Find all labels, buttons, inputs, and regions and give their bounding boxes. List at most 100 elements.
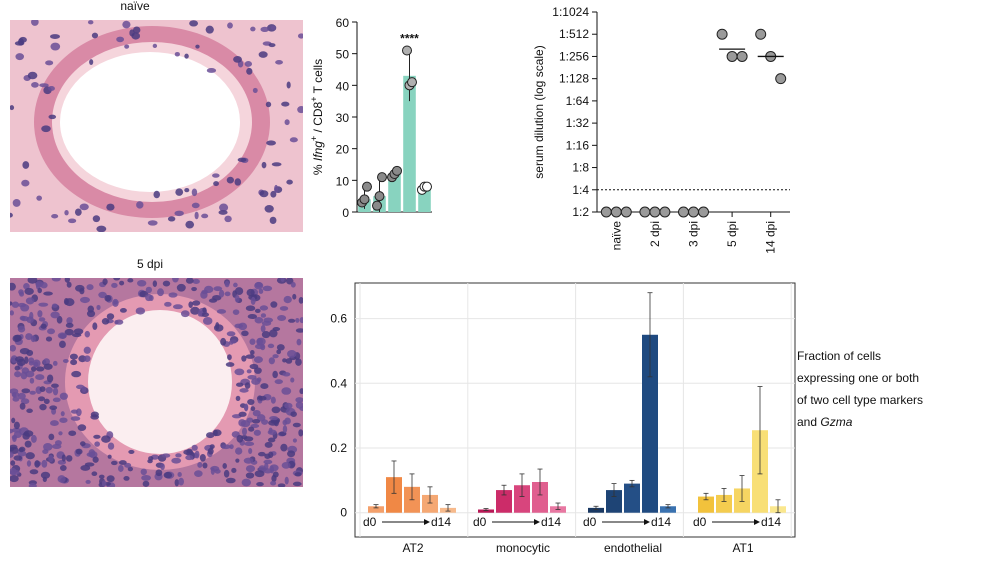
nucleus xyxy=(59,465,67,472)
nucleus xyxy=(50,420,59,427)
nucleus xyxy=(19,291,25,297)
nucleus xyxy=(261,419,269,425)
nucleus xyxy=(259,305,269,311)
nucleus xyxy=(124,44,130,49)
nucleus xyxy=(235,287,244,296)
nucleus xyxy=(226,331,236,337)
nucleus xyxy=(261,331,271,339)
group-end-label: d14 xyxy=(541,515,561,529)
nucleus xyxy=(185,220,195,229)
nucleus xyxy=(225,362,235,367)
nucleus xyxy=(15,53,24,61)
point xyxy=(698,206,709,218)
nucleus xyxy=(96,225,107,232)
point xyxy=(716,28,728,40)
nucleus xyxy=(31,82,39,88)
point xyxy=(377,172,387,183)
y-tick-label: 10 xyxy=(336,174,350,188)
nucleus xyxy=(202,462,208,469)
nucleus xyxy=(74,208,82,216)
nucleus xyxy=(218,210,228,215)
nucleus xyxy=(299,406,303,411)
nucleus xyxy=(236,382,244,387)
bar xyxy=(532,481,548,513)
nucleus xyxy=(68,430,77,436)
nucleus xyxy=(152,43,158,49)
nucleus xyxy=(221,444,231,450)
bar xyxy=(624,483,640,513)
nucleus xyxy=(274,184,279,193)
nucleus xyxy=(43,442,53,451)
x-tick-label: AT1 xyxy=(732,541,753,555)
panel-label: 5 dpi xyxy=(137,257,163,271)
nucleus xyxy=(183,449,194,455)
point xyxy=(372,200,382,211)
nucleus xyxy=(201,213,209,219)
nucleus xyxy=(31,434,37,443)
nucleus xyxy=(224,291,231,297)
nucleus xyxy=(107,442,115,450)
nucleus xyxy=(295,317,300,323)
nucleus xyxy=(36,195,42,201)
point xyxy=(374,191,385,202)
point xyxy=(407,77,417,88)
nucleus xyxy=(10,355,18,363)
bar xyxy=(514,485,530,513)
nucleus xyxy=(260,313,267,318)
nucleus xyxy=(204,285,214,294)
nucleus xyxy=(14,365,21,371)
nucleus xyxy=(297,33,303,39)
nucleus xyxy=(64,209,69,216)
nucleus xyxy=(259,190,269,198)
y-tick-label: 1:32 xyxy=(566,116,590,130)
point xyxy=(600,206,612,218)
nucleus xyxy=(79,287,85,295)
nucleus xyxy=(274,379,283,385)
nucleus xyxy=(247,313,258,320)
nucleus xyxy=(205,25,214,34)
group-end-label: d14 xyxy=(761,515,781,529)
point xyxy=(726,50,738,62)
nucleus xyxy=(65,322,74,328)
nucleus xyxy=(52,360,58,366)
nucleus xyxy=(233,55,242,63)
nucleus xyxy=(66,281,72,288)
point xyxy=(359,194,370,205)
nucleus xyxy=(290,281,296,288)
nucleus xyxy=(224,280,230,288)
nucleus xyxy=(236,434,244,443)
nucleus xyxy=(243,436,254,442)
nucleus xyxy=(244,441,255,446)
nucleus xyxy=(191,188,198,197)
nucleus xyxy=(246,288,255,297)
nucleus xyxy=(280,278,285,282)
point xyxy=(422,181,432,192)
nucleus xyxy=(52,387,59,396)
y-tick-label: 1:4 xyxy=(572,183,589,197)
annotation: **** xyxy=(400,32,419,46)
nucleus xyxy=(153,190,161,199)
nucleus xyxy=(174,51,180,57)
nucleus xyxy=(234,178,242,186)
nucleus xyxy=(92,322,98,330)
y-tick-label: 1:1024 xyxy=(552,5,589,19)
point xyxy=(392,165,402,176)
nucleus xyxy=(51,383,59,389)
nucleus xyxy=(209,444,215,449)
nucleus xyxy=(210,465,220,472)
nucleus xyxy=(51,213,59,219)
nucleus xyxy=(119,280,125,286)
nucleus xyxy=(264,204,274,213)
nucleus xyxy=(267,437,276,443)
nucleus xyxy=(227,22,233,29)
nucleus xyxy=(137,279,147,287)
nucleus xyxy=(256,337,264,346)
nucleus xyxy=(25,370,35,378)
nucleus xyxy=(13,421,20,430)
nucleus xyxy=(12,334,21,343)
nucleus xyxy=(254,470,265,478)
nucleus xyxy=(284,402,293,409)
nucleus xyxy=(295,358,302,366)
nucleus xyxy=(189,20,199,27)
bar xyxy=(660,506,676,513)
